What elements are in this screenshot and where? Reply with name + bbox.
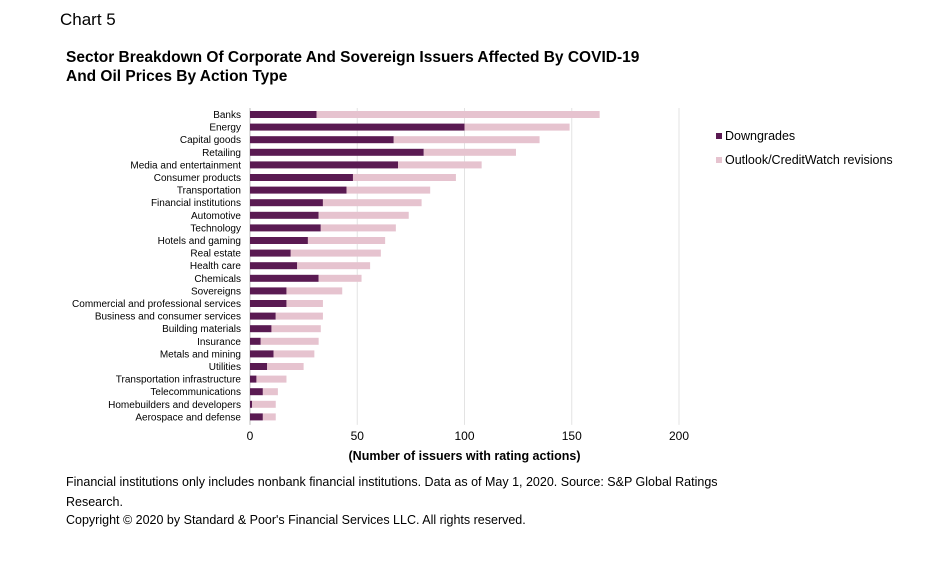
category-label: Telecommunications (150, 387, 241, 398)
chart-title-line-2: And Oil Prices By Action Type (66, 68, 288, 85)
category-label: Retailing (202, 148, 241, 159)
bar-downgrades (250, 211, 319, 219)
bar-outlook-revisions (290, 249, 381, 257)
bar-downgrades (250, 136, 394, 144)
chart-title-line-1: Sector Breakdown Of Corporate And Sovere… (66, 49, 640, 66)
bar-outlook-revisions (423, 148, 516, 156)
category-label: Technology (190, 223, 241, 234)
bar-outlook-revisions (393, 136, 540, 144)
legend-label: Downgrades (725, 129, 795, 143)
bar-downgrades (250, 237, 308, 244)
footnote: Financial institutions only includes non… (66, 475, 718, 509)
bar-outlook-revisions (320, 224, 396, 232)
legend-label: Outlook/CreditWatch revisions (725, 153, 893, 167)
bar-outlook-revisions (271, 325, 321, 333)
category-label: Chemicals (194, 274, 241, 285)
category-label: Insurance (197, 337, 241, 348)
category-label: Media and entertainment (130, 160, 241, 171)
x-tick-label: 200 (669, 429, 689, 443)
bar-outlook-revisions (260, 337, 319, 345)
bar-outlook-revisions (316, 111, 600, 118)
x-tick-label: 50 (351, 429, 365, 443)
bar-downgrades (250, 274, 319, 282)
bar-outlook-revisions (286, 287, 343, 295)
bar-downgrades (250, 375, 257, 383)
bar-downgrades (250, 287, 287, 295)
category-label: Sovereigns (191, 286, 241, 297)
bar-outlook-revisions (256, 375, 287, 383)
bar-outlook-revisions (352, 174, 456, 181)
category-label: Homebuilders and developers (108, 400, 241, 411)
category-label: Transportation infrastructure (116, 375, 242, 386)
bar-downgrades (250, 363, 268, 370)
bar-downgrades (250, 123, 465, 131)
x-tick-label: 100 (454, 429, 474, 443)
bar-downgrades (250, 174, 353, 181)
bar-outlook-revisions (464, 123, 570, 131)
bar-outlook-revisions (286, 300, 323, 307)
category-label: Consumer products (154, 173, 241, 184)
legend-swatch-outlook (716, 157, 722, 163)
bar-outlook-revisions (267, 363, 304, 370)
bar-downgrades (250, 300, 287, 307)
category-label: Automotive (191, 211, 241, 222)
legend-swatch-downgrades (716, 133, 722, 139)
bar-outlook-revisions (398, 161, 482, 169)
category-label: Real estate (190, 249, 241, 260)
bar-downgrades (250, 413, 263, 421)
category-label: Health care (190, 261, 242, 272)
copyright-notice: Copyright © 2020 by Standard & Poor's Fi… (66, 513, 526, 527)
bar-outlook-revisions (262, 413, 276, 421)
bar-downgrades (250, 111, 317, 118)
x-tick-label: 150 (562, 429, 582, 443)
bar-downgrades (250, 337, 261, 345)
bar-downgrades (250, 325, 272, 333)
chart-number-label: Chart 5 (60, 10, 116, 29)
bar-downgrades (250, 199, 323, 207)
chart-title: Sector Breakdown Of Corporate And Sovere… (66, 48, 706, 86)
bar-outlook-revisions (346, 186, 431, 194)
bar-outlook-revisions (273, 350, 315, 358)
category-label: Metals and mining (160, 349, 241, 360)
category-label: Energy (209, 123, 241, 134)
category-label: Building materials (162, 324, 241, 335)
category-label: Banks (213, 110, 241, 121)
category-label: Business and consumer services (95, 312, 241, 323)
category-label: Commercial and professional services (72, 299, 241, 310)
bar-downgrades (250, 388, 263, 396)
bar-outlook-revisions (318, 211, 409, 219)
category-label: Utilities (209, 362, 241, 373)
bar-downgrades (250, 148, 424, 156)
category-label: Hotels and gaming (158, 236, 241, 247)
x-tick-label: 0 (247, 429, 254, 443)
category-label: Transportation (177, 186, 241, 197)
bar-downgrades (250, 350, 274, 358)
x-axis-label: (Number of issuers with rating actions) (349, 449, 581, 463)
bar-downgrades (250, 312, 276, 320)
bar-outlook-revisions (318, 274, 362, 282)
bar-outlook-revisions (262, 388, 278, 396)
bar-downgrades (250, 186, 347, 194)
bar-outlook-revisions (307, 237, 386, 244)
bar-outlook-revisions (275, 312, 323, 320)
bar-downgrades (250, 224, 321, 232)
bar-downgrades (250, 262, 298, 270)
bar-outlook-revisions (322, 199, 422, 207)
category-label: Financial institutions (151, 198, 241, 209)
bar-downgrades (250, 161, 399, 169)
bar-downgrades (250, 249, 291, 257)
category-label: Capital goods (180, 135, 241, 146)
bar-outlook-revisions (252, 400, 276, 408)
category-label: Aerospace and defense (135, 412, 241, 423)
bar-outlook-revisions (297, 262, 371, 270)
bar-downgrades (250, 400, 253, 408)
